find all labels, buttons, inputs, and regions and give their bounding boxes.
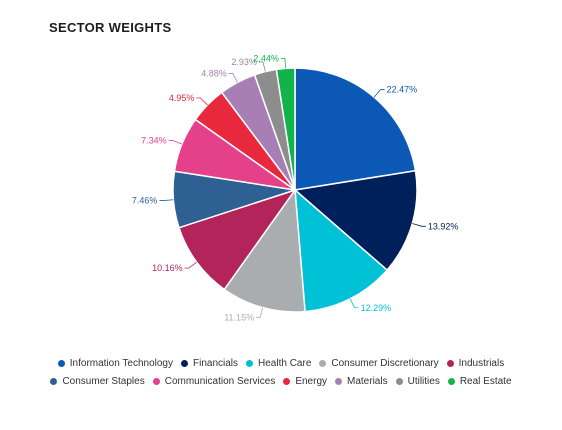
legend-label-real-estate: Real Estate <box>459 375 512 387</box>
data-label-consumer-staples: 7.46% <box>132 196 158 206</box>
legend-item-materials[interactable]: Materials <box>335 376 388 387</box>
legend-marker-consumer-staples <box>50 377 58 385</box>
legend-item-utilities[interactable]: Utilities <box>395 375 440 387</box>
legend-marker-consumer-discretionary <box>319 359 327 367</box>
legend-row-2: Consumer Staples Communication Services En… <box>0 372 562 390</box>
data-label-industrials: 10.16% <box>152 263 183 273</box>
legend-marker-energy <box>283 377 291 385</box>
data-label-health-care: 12.29% <box>361 303 392 313</box>
pie-slice-information-technology[interactable] <box>294 67 417 191</box>
data-label-materials: 4.88% <box>201 69 227 79</box>
leader-line-health-care <box>349 298 359 309</box>
legend-marker-communication-services <box>152 377 160 385</box>
legend-item-information-technology[interactable]: Information Technology <box>57 357 173 369</box>
data-label-communication-services: 7.34% <box>141 135 167 145</box>
legend-item-communication-services[interactable]: Communication Services <box>152 375 276 387</box>
legend-label-financials: Financials <box>192 357 239 369</box>
sector-weights-pie-chart: 22.47% 13.92% 12.29% 11.15% 10.16% 7.46% 7.34%… <box>132 53 459 322</box>
leader-line-materials <box>228 73 238 83</box>
pie-slice-health-care[interactable] <box>294 188 389 313</box>
data-label-information-technology: 22.47% <box>387 85 418 95</box>
leader-line-industrials <box>184 261 197 269</box>
legend-label-materials: Materials <box>347 375 388 387</box>
legend-marker-health-care <box>246 359 254 367</box>
data-label-consumer-discretionary: 11.15% <box>224 312 254 322</box>
legend-row-1: Information Technology Financials Health C… <box>0 354 562 372</box>
data-label-energy: 4.95% <box>169 93 195 103</box>
legend-label-industrials: Industrials <box>458 357 505 369</box>
legend-marker-materials <box>335 377 343 385</box>
pie-slice-real-estate[interactable] <box>275 67 296 191</box>
leader-line-energy <box>196 97 208 106</box>
leader-line-financials <box>412 223 426 227</box>
data-label-real-estate: 2.44% <box>253 53 279 63</box>
leader-line-utilities <box>258 61 266 72</box>
legend-marker-information-technology <box>57 359 65 367</box>
leader-line-communication-services <box>168 140 183 145</box>
legend-marker-industrials <box>446 359 454 367</box>
legend-label-utilities: Utilities <box>407 375 440 387</box>
pie-slice-industrials[interactable] <box>178 188 297 291</box>
leader-line-information-technology <box>373 89 385 98</box>
leader-line-consumer-discretionary <box>256 307 264 318</box>
legend-marker-financials <box>180 359 188 367</box>
legend-label-information-technology: Information Technology <box>69 357 173 369</box>
leader-line-consumer-staples <box>159 199 174 201</box>
legend-marker-real-estate <box>447 377 455 385</box>
legend-label-consumer-staples: Consumer Staples <box>62 375 145 387</box>
chart-title: SECTOR WEIGHTS <box>49 20 172 35</box>
legend-label-health-care: Health Care <box>258 357 312 369</box>
legend-label-energy: Energy <box>295 375 328 387</box>
legend-item-energy[interactable]: Energy <box>283 376 327 387</box>
data-label-utilities: 2.93% <box>231 57 257 67</box>
legend-marker-utilities <box>395 377 403 385</box>
leader-line-real-estate <box>280 57 287 69</box>
data-label-financials: 13.92% <box>428 221 459 231</box>
legend-item-consumer-discretionary[interactable]: Consumer Discretionary <box>319 357 439 369</box>
legend-item-consumer-staples[interactable]: Consumer Staples <box>50 375 145 387</box>
legend-item-industrials[interactable]: Industrials <box>446 357 505 369</box>
legend-label-communication-services: Communication Services <box>164 375 276 387</box>
legend-item-health-care[interactable]: Health Care <box>246 358 311 369</box>
legend-item-financials[interactable]: Financials <box>180 357 239 369</box>
legend-item-real-estate[interactable]: Real Estate <box>447 375 512 387</box>
legend-label-consumer-discretionary: Consumer Discretionary <box>331 357 439 369</box>
chart-legend: Information Technology Financials Health C… <box>0 354 562 390</box>
